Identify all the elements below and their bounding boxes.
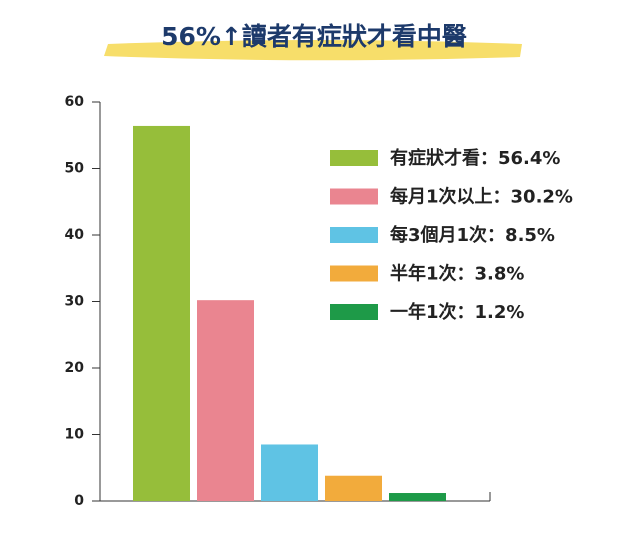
bar: [197, 300, 254, 501]
bar: [133, 125, 190, 501]
legend-label: 每月1次以上：30.2%: [390, 186, 573, 208]
bar: [261, 444, 318, 501]
legend-label: 半年1次：3.8%: [390, 263, 524, 285]
legend-swatch: [330, 227, 378, 243]
legend-swatch: [330, 265, 378, 282]
y-tick-label: 60: [65, 94, 85, 110]
y-tick-label: 10: [65, 427, 85, 443]
y-tick-label: 20: [65, 360, 85, 376]
bar: [389, 493, 446, 501]
legend-label: 每3個月1次：8.5%: [390, 224, 555, 246]
legend-swatch: [330, 304, 378, 320]
legend-swatch: [330, 150, 378, 166]
y-tick-label: 40: [65, 227, 85, 243]
y-tick-label: 50: [65, 161, 85, 177]
bar: [325, 475, 382, 501]
title-highlight: [104, 40, 522, 61]
legend-swatch: [330, 188, 378, 205]
legend-label: 有症狀才看：56.4%: [390, 147, 560, 169]
y-tick-label: 0: [74, 493, 84, 509]
chart-title: 56%↑讀者有症狀才看中醫: [161, 22, 467, 51]
y-tick-label: 30: [65, 294, 85, 310]
legend-label: 一年1次：1.2%: [390, 301, 524, 323]
